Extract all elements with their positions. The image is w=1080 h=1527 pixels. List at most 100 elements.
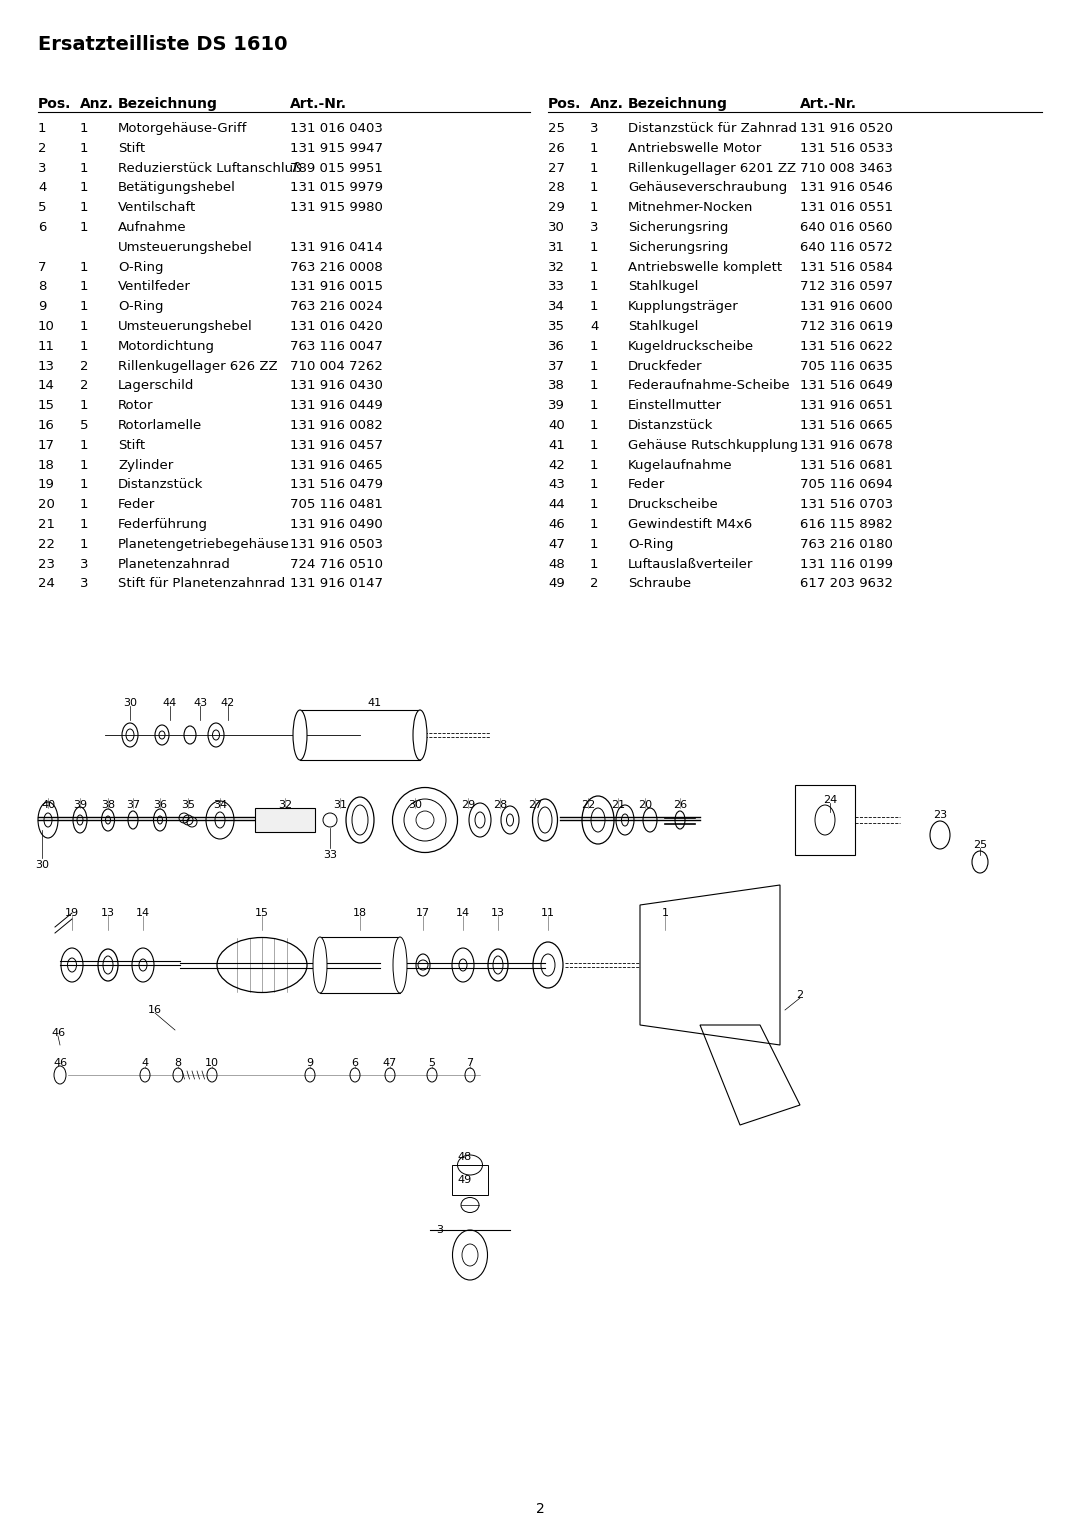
Text: 1: 1 [590,518,598,531]
Bar [453,1165,488,1196]
Text: Gewindestift M4x6: Gewindestift M4x6 [627,518,753,531]
Text: 616 115 8982: 616 115 8982 [800,518,893,531]
Text: 1: 1 [590,142,598,154]
Text: 24: 24 [823,796,837,805]
Text: Reduzierstück Luftanschluß: Reduzierstück Luftanschluß [118,162,301,174]
Text: 49: 49 [458,1174,472,1185]
Text: 131 916 0147: 131 916 0147 [291,577,383,591]
Text: 705 116 0694: 705 116 0694 [800,478,893,492]
Text: 789 015 9951: 789 015 9951 [291,162,383,174]
Text: Rotor: Rotor [118,399,153,412]
Text: 1: 1 [590,498,598,512]
Text: Feder: Feder [627,478,665,492]
Text: Anz.: Anz. [590,98,624,111]
Text: 8: 8 [175,1058,181,1067]
Text: O-Ring: O-Ring [118,301,163,313]
Text: 1: 1 [590,478,598,492]
Text: Ventilfeder: Ventilfeder [118,281,191,293]
Text: 1: 1 [590,241,598,253]
Text: 49: 49 [548,577,565,591]
Text: Motordichtung: Motordichtung [118,341,215,353]
Text: 640 116 0572: 640 116 0572 [800,241,893,253]
Text: 1: 1 [80,182,89,194]
Text: 46: 46 [548,518,565,531]
Text: 33: 33 [323,851,337,860]
Text: 2: 2 [536,1503,544,1516]
Text: 17: 17 [38,438,55,452]
Text: 38: 38 [100,800,116,809]
Text: 18: 18 [38,458,55,472]
Text: 37: 37 [548,359,565,373]
Ellipse shape [413,710,427,760]
Text: 1: 1 [590,341,598,353]
Text: 46: 46 [51,1028,65,1038]
Text: 710 008 3463: 710 008 3463 [800,162,893,174]
Text: 26: 26 [673,800,687,809]
Text: 37: 37 [126,800,140,809]
Text: 30: 30 [408,800,422,809]
Text: Stift: Stift [118,142,145,154]
Text: Kugeldruckscheibe: Kugeldruckscheibe [627,341,754,353]
Text: 131 516 0703: 131 516 0703 [800,498,893,512]
Text: 131 516 0681: 131 516 0681 [800,458,893,472]
Text: Pos.: Pos. [38,98,71,111]
Text: 28: 28 [492,800,508,809]
Ellipse shape [293,710,307,760]
Text: 2: 2 [80,379,89,392]
Text: Druckfeder: Druckfeder [627,359,702,373]
Text: 4: 4 [38,182,46,194]
Text: 131 516 0584: 131 516 0584 [800,261,893,273]
Text: 1: 1 [80,399,89,412]
Text: Antriebswelle Motor: Antriebswelle Motor [627,142,761,154]
Text: 1: 1 [590,301,598,313]
Text: 1: 1 [80,341,89,353]
Text: 48: 48 [548,557,565,571]
Text: Rotorlamelle: Rotorlamelle [118,418,202,432]
Text: 42: 42 [548,458,565,472]
Text: Rillenkugellager 626 ZZ: Rillenkugellager 626 ZZ [118,359,278,373]
Text: 43: 43 [193,698,207,709]
Text: 21: 21 [38,518,55,531]
Text: 4: 4 [141,1058,149,1067]
Text: Stahlkugel: Stahlkugel [627,321,699,333]
Text: 131 516 0479: 131 516 0479 [291,478,383,492]
Text: Stift: Stift [118,438,145,452]
Text: 44: 44 [163,698,177,709]
Text: 9: 9 [307,1058,313,1067]
Text: 1: 1 [590,202,598,214]
Text: 25: 25 [548,122,565,134]
Text: 36: 36 [548,341,565,353]
Text: 34: 34 [548,301,565,313]
Text: O-Ring: O-Ring [118,261,163,273]
Text: Federaufnahme-Scheibe: Federaufnahme-Scheibe [627,379,791,392]
Text: 43: 43 [548,478,565,492]
Text: Kugelaufnahme: Kugelaufnahme [627,458,732,472]
Text: 14: 14 [38,379,55,392]
Text: 131 516 0622: 131 516 0622 [800,341,893,353]
Text: Art.-Nr.: Art.-Nr. [291,98,347,111]
Text: 10: 10 [38,321,55,333]
Text: 26: 26 [548,142,565,154]
Ellipse shape [393,938,407,993]
Text: 1: 1 [80,142,89,154]
Text: 14: 14 [136,909,150,918]
Bar [300,710,420,760]
Text: Luftauslaßverteiler: Luftauslaßverteiler [627,557,754,571]
Text: Gehäuseverschraubung: Gehäuseverschraubung [627,182,787,194]
Text: 1: 1 [80,438,89,452]
Text: Planetengetriebegehäuse: Planetengetriebegehäuse [118,538,289,551]
Text: Feder: Feder [118,498,156,512]
Text: 34: 34 [213,800,227,809]
Text: Stift für Planetenzahnrad: Stift für Planetenzahnrad [118,577,285,591]
Text: 1: 1 [80,202,89,214]
Text: Kupplungsträger: Kupplungsträger [627,301,739,313]
Text: 6: 6 [351,1058,359,1067]
Text: 47: 47 [383,1058,397,1067]
Text: Federführung: Federführung [118,518,208,531]
Text: Gehäuse Rutschkupplung: Gehäuse Rutschkupplung [627,438,798,452]
Text: 32: 32 [278,800,292,809]
Text: 1: 1 [590,359,598,373]
Text: Stahlkugel: Stahlkugel [627,281,699,293]
Text: 131 916 0490: 131 916 0490 [291,518,382,531]
Text: Anz.: Anz. [80,98,113,111]
